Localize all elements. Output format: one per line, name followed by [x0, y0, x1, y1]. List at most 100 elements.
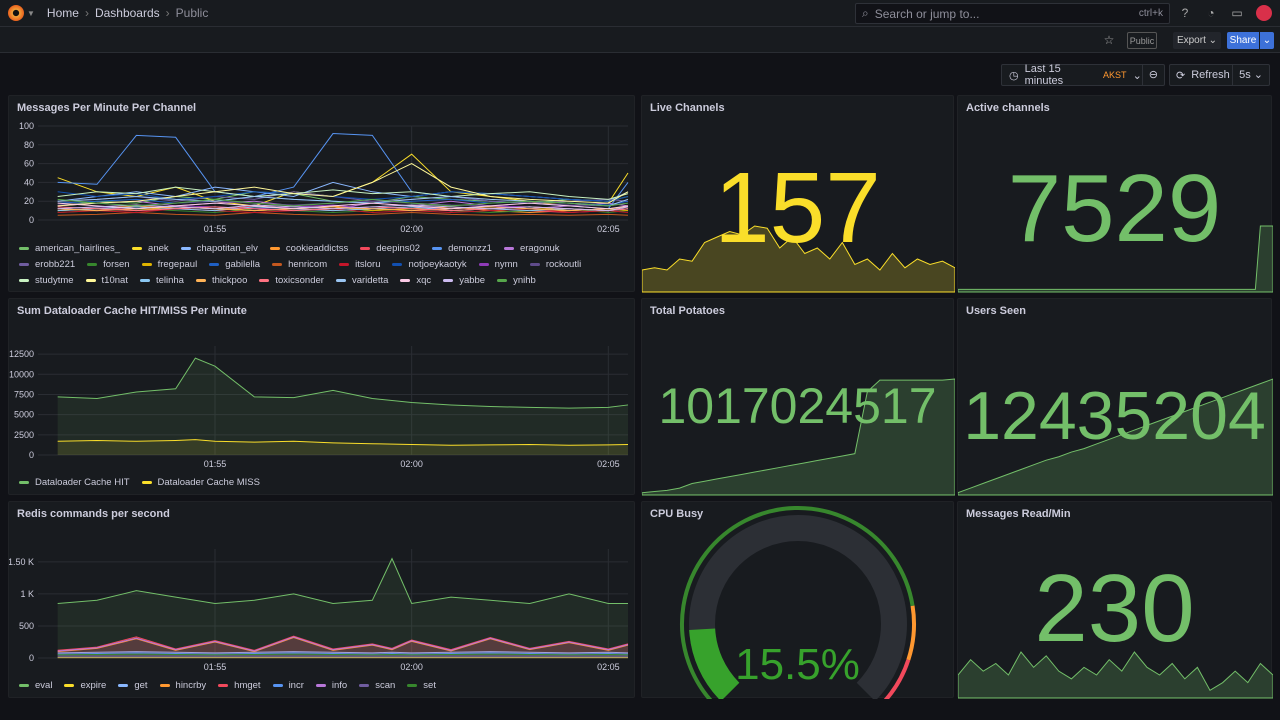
- legend-item[interactable]: Dataloader Cache MISS: [141, 476, 260, 488]
- rss-icon[interactable]: ◔: [1207, 6, 1215, 20]
- redis-chart: 0 500 1 K 1.50 K 01:55 02:00 02:05: [9, 549, 629, 672]
- cpu-gauge: [680, 506, 916, 699]
- time-picker[interactable]: ◷ Last 15 minutes AKST ⌄ ⊖: [1001, 63, 1165, 87]
- legend-label: t10nat: [101, 274, 128, 286]
- legend-item[interactable]: t10nat: [85, 274, 128, 286]
- y-tick-label: 1.50 K: [9, 557, 34, 567]
- legend-item[interactable]: hmget: [218, 679, 261, 691]
- legend-label: get: [134, 679, 148, 691]
- legend-item[interactable]: fregepaul: [141, 258, 197, 270]
- legend-swatch: [529, 262, 540, 266]
- legend-item[interactable]: expire: [64, 679, 106, 691]
- monitor-icon[interactable]: ▭: [1231, 6, 1243, 20]
- messages-chart: 0 20 40 60 80 100 01:55 02:00 02:05: [19, 121, 629, 234]
- series-line-studytme: [57, 186, 629, 200]
- panel-cpu-busy: CPU Busy 15.5%: [641, 501, 954, 699]
- breadcrumb-home[interactable]: Home: [46, 6, 79, 20]
- breadcrumb-dashboards[interactable]: Dashboards: [94, 6, 160, 20]
- legend-item[interactable]: demonzz1: [432, 242, 492, 254]
- star-icon[interactable]: ☆: [1103, 33, 1115, 47]
- legend-label: scan: [375, 679, 396, 691]
- series-line-incr: [57, 652, 629, 655]
- legend-swatch: [209, 262, 220, 266]
- legend-item[interactable]: studytme: [19, 274, 74, 286]
- legend-item[interactable]: hincrby: [159, 679, 206, 691]
- y-tick-label: 20: [24, 196, 34, 206]
- x-tick-label: 01:55: [204, 459, 227, 469]
- grid: [38, 346, 628, 456]
- search-input[interactable]: ⌕ Search or jump to... ctrl+k: [855, 3, 1170, 24]
- legend-item[interactable]: deepins02: [360, 242, 420, 254]
- legend-item[interactable]: chapotitan_elv: [180, 242, 258, 254]
- time-range: Last 15 minutes: [1024, 63, 1064, 87]
- legend-swatch: [503, 246, 514, 250]
- refresh-button[interactable]: Refresh: [1191, 69, 1230, 81]
- legend-swatch: [180, 246, 191, 250]
- legend-item[interactable]: yabbe: [443, 274, 485, 286]
- refresh-interval-select[interactable]: 5s ⌄: [1232, 65, 1269, 85]
- legend-item[interactable]: thickpoo: [195, 274, 248, 286]
- legend-swatch: [432, 246, 443, 250]
- legend-item[interactable]: anek: [132, 242, 169, 254]
- legend-item[interactable]: get: [118, 679, 148, 691]
- legend-item[interactable]: set: [407, 679, 436, 691]
- x-tick-label: 01:55: [204, 662, 227, 672]
- legend-item[interactable]: Dataloader Cache HIT: [19, 476, 130, 488]
- panel-dataloader: Sum Dataloader Cache HIT/MISS Per Minute…: [8, 298, 635, 495]
- x-tick-label: 02:00: [400, 459, 423, 469]
- legend-item[interactable]: american_hairlines_: [19, 242, 120, 254]
- help-icon[interactable]: ?: [1181, 6, 1189, 20]
- series-line-set: [57, 653, 629, 656]
- legend-label: thickpoo: [211, 274, 248, 286]
- panel-live-channels: Live Channels 157: [641, 95, 955, 293]
- legend-item[interactable]: erobb221: [19, 258, 75, 270]
- legend-item[interactable]: varidetta: [335, 274, 388, 286]
- sparkline: [642, 225, 955, 293]
- chevron-down-icon[interactable]: ▼: [27, 8, 35, 18]
- legend-item[interactable]: gabilella: [209, 258, 260, 270]
- legend-item[interactable]: cookieaddictss: [269, 242, 348, 254]
- series-area: [57, 558, 628, 658]
- share-button[interactable]: Share: [1227, 32, 1259, 49]
- legend-item[interactable]: scan: [359, 679, 395, 691]
- legend-item[interactable]: rockoutli: [529, 258, 581, 270]
- panel-title: Active channels: [966, 102, 1050, 114]
- legend-label: set: [423, 679, 436, 691]
- legend-swatch: [85, 278, 96, 282]
- legend-item[interactable]: ynihb: [497, 274, 536, 286]
- legend-item[interactable]: forsen: [87, 258, 130, 270]
- panel-title: Redis commands per second: [17, 508, 170, 520]
- legend-item[interactable]: eval: [19, 679, 52, 691]
- grafana-logo-icon[interactable]: [8, 5, 24, 21]
- dashboard-toolbar: ☆ Public Export ⌄ Share ⌄: [0, 27, 1280, 53]
- legend-item[interactable]: nymn: [478, 258, 518, 270]
- legend-item[interactable]: info: [315, 679, 347, 691]
- legend-swatch: [87, 262, 98, 266]
- legend-item[interactable]: eragonuk: [503, 242, 560, 254]
- series-line-get: [57, 651, 629, 654]
- legend-label: xqc: [416, 274, 432, 286]
- legend-item[interactable]: itsloru: [339, 258, 380, 270]
- stat-value: 7529: [1007, 155, 1222, 262]
- threshold-green: [680, 506, 915, 699]
- legend-swatch: [478, 262, 489, 266]
- y-tick-label: 7500: [14, 389, 34, 399]
- legend-label: demonzz1: [448, 242, 492, 254]
- avatar[interactable]: [1256, 5, 1272, 21]
- series-line-eval: [57, 557, 628, 605]
- legend-item[interactable]: incr: [272, 679, 304, 691]
- legend-label: yabbe: [459, 274, 486, 286]
- legend-item[interactable]: xqc: [400, 274, 431, 286]
- clock-icon: ◷: [1009, 69, 1019, 82]
- refresh-icon[interactable]: ⟳: [1176, 69, 1186, 82]
- legend-item[interactable]: telinha: [139, 274, 184, 286]
- legend-item[interactable]: notjoeykaotyk: [392, 258, 467, 270]
- dataloader-chart: 0 2500 5000 7500 10000 12500 01:55 02:00 02:05: [9, 346, 629, 469]
- legend-item[interactable]: henricom: [272, 258, 327, 270]
- series-line-hmget: [57, 635, 629, 651]
- breadcrumb-public: Public: [175, 6, 209, 20]
- zoom-out-icon[interactable]: ⊖: [1141, 65, 1164, 85]
- share-dropdown-button[interactable]: ⌄: [1260, 32, 1274, 49]
- legend-item[interactable]: toxicsonder: [259, 274, 324, 286]
- export-button[interactable]: Export ⌄: [1173, 32, 1221, 49]
